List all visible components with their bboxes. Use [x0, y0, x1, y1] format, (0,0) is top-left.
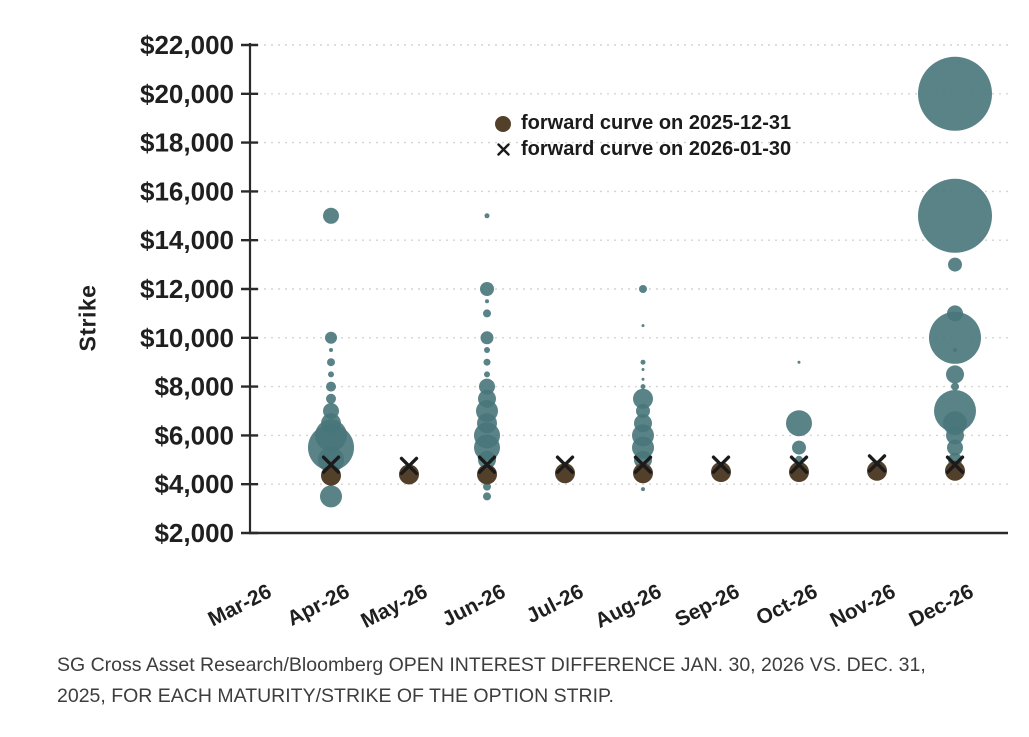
open-interest-bubble: [946, 365, 964, 384]
open-interest-bubble: [947, 439, 963, 456]
x-tick-label: Mar-26: [205, 580, 276, 631]
legend-item-forward-curve-dec: forward curve on 2025-12-31: [494, 112, 791, 135]
x-tick-label: Sep-26: [671, 580, 743, 632]
open-interest-bubble: [328, 371, 334, 378]
bubble-chart-canvas: $2,000 $4,000 $6,000 $8,000 $10,000 $12,000 $1…: [140, 30, 1008, 633]
chart-legend: forward curve on 2025-12-31 forward curv…: [494, 112, 791, 161]
open-interest-bubble: [484, 213, 490, 219]
open-interest-bubble: [326, 393, 336, 404]
filled-dot-marker-icon: [494, 115, 512, 133]
open-interest-bubble: [641, 324, 645, 328]
y-axis-title: Strike: [74, 284, 101, 352]
open-interest-bubble: [929, 311, 981, 364]
open-interest-bubble: [951, 382, 959, 391]
open-interest-bubble: [480, 331, 494, 345]
open-interest-bubble: [483, 482, 491, 491]
open-interest-bubble: [948, 257, 962, 272]
open-interest-bubble: [953, 348, 957, 352]
open-interest-bubble: [633, 388, 653, 409]
open-interest-bubble: [641, 377, 645, 381]
open-interest-bubble: [483, 309, 491, 318]
y-tick-label: $8,000: [154, 372, 234, 402]
x-tick-label: Oct-26: [753, 580, 822, 630]
open-interest-bubble: [329, 348, 333, 352]
open-interest-bubble: [946, 426, 964, 445]
y-tick-label: $2,000: [154, 518, 234, 548]
open-interest-bubble: [640, 359, 646, 365]
open-interest-bubble: [786, 410, 812, 437]
x-tick-label: Apr-26: [284, 580, 354, 631]
open-interest-bubble: [325, 331, 337, 344]
y-tick-label: $6,000: [154, 420, 234, 450]
x-tick-label: Jun-26: [439, 580, 510, 631]
caption-line-1: SG Cross Asset Research/Bloomberg OPEN I…: [57, 654, 926, 676]
open-interest-bubble: [641, 487, 645, 492]
forward-dot-marker: [867, 460, 887, 481]
caption-line-2: 2025, FOR EACH MATURITY/STRIKE OF THE OP…: [57, 685, 614, 707]
forward-x-marker: [321, 455, 341, 474]
open-interest-bubble: [484, 371, 490, 378]
open-interest-bubble: [326, 381, 336, 392]
forward-dot-marker: [477, 464, 497, 485]
open-interest-bubble: [797, 360, 801, 364]
x-tick-label: Jul-26: [523, 580, 588, 628]
y-tick-label: $22,000: [140, 30, 234, 60]
forward-dot-marker: [321, 465, 341, 486]
open-interest-bubble: [792, 440, 806, 455]
forward-x-marker: [945, 455, 965, 474]
open-interest-bubble: [480, 282, 494, 296]
open-interest-bubble: [318, 446, 344, 473]
open-interest-bubble: [640, 384, 646, 390]
y-tick-label: $10,000: [140, 323, 234, 353]
x-cross-marker-icon: [494, 141, 512, 159]
open-interest-bubble-chart: $2,000 $4,000 $6,000 $8,000 $10,000 $12,000 $1…: [74, 30, 1008, 633]
y-tick-label: $16,000: [140, 176, 234, 206]
legend-label-forward-curve-jan: forward curve on 2026-01-30: [521, 138, 792, 160]
x-tick-label: Dec-26: [905, 580, 977, 632]
open-interest-bubble: [483, 358, 491, 366]
open-interest-bubble: [918, 56, 992, 131]
open-interest-bubble: [478, 450, 496, 469]
y-tick-label: $12,000: [140, 274, 234, 304]
x-tick-label: Aug-26: [591, 580, 665, 633]
forward-x-marker: [711, 455, 731, 474]
forward-x-marker: [867, 454, 887, 473]
forward-x-marker: [555, 455, 575, 474]
forward-dot-marker: [711, 462, 731, 482]
open-interest-bubble: [483, 492, 491, 501]
open-interest-bubble: [918, 178, 992, 253]
forward-x-marker: [477, 455, 497, 474]
open-interest-bubble: [479, 378, 495, 395]
forward-x-marker: [633, 455, 653, 474]
x-tick-label: Nov-26: [826, 580, 899, 632]
open-interest-bubble: [639, 285, 647, 293]
legend-label-forward-curve-dec: forward curve on 2025-12-31: [521, 112, 792, 134]
forward-dot-marker: [789, 462, 809, 482]
y-tick-label: $18,000: [140, 128, 234, 158]
forward-dot-marker: [945, 460, 965, 481]
open-interest-bubble: [636, 404, 650, 418]
chart-source-caption: SG Cross Asset Research/Bloomberg OPEN I…: [57, 650, 1007, 712]
open-interest-bubble: [485, 299, 489, 304]
legend-item-forward-curve-jan: forward curve on 2026-01-30: [494, 138, 791, 161]
open-interest-bubble: [323, 207, 339, 224]
open-interest-bubble: [641, 368, 645, 372]
y-tick-label: $20,000: [140, 79, 234, 109]
open-interest-bubble: [484, 347, 490, 353]
open-interest-bubble: [320, 485, 342, 508]
forward-x-marker: [789, 455, 809, 474]
x-tick-label: May-26: [357, 580, 431, 633]
forward-x-marker: [399, 456, 419, 476]
y-tick-label: $14,000: [140, 225, 234, 255]
y-tick-label: $4,000: [154, 469, 234, 499]
open-interest-bubble: [327, 358, 335, 367]
